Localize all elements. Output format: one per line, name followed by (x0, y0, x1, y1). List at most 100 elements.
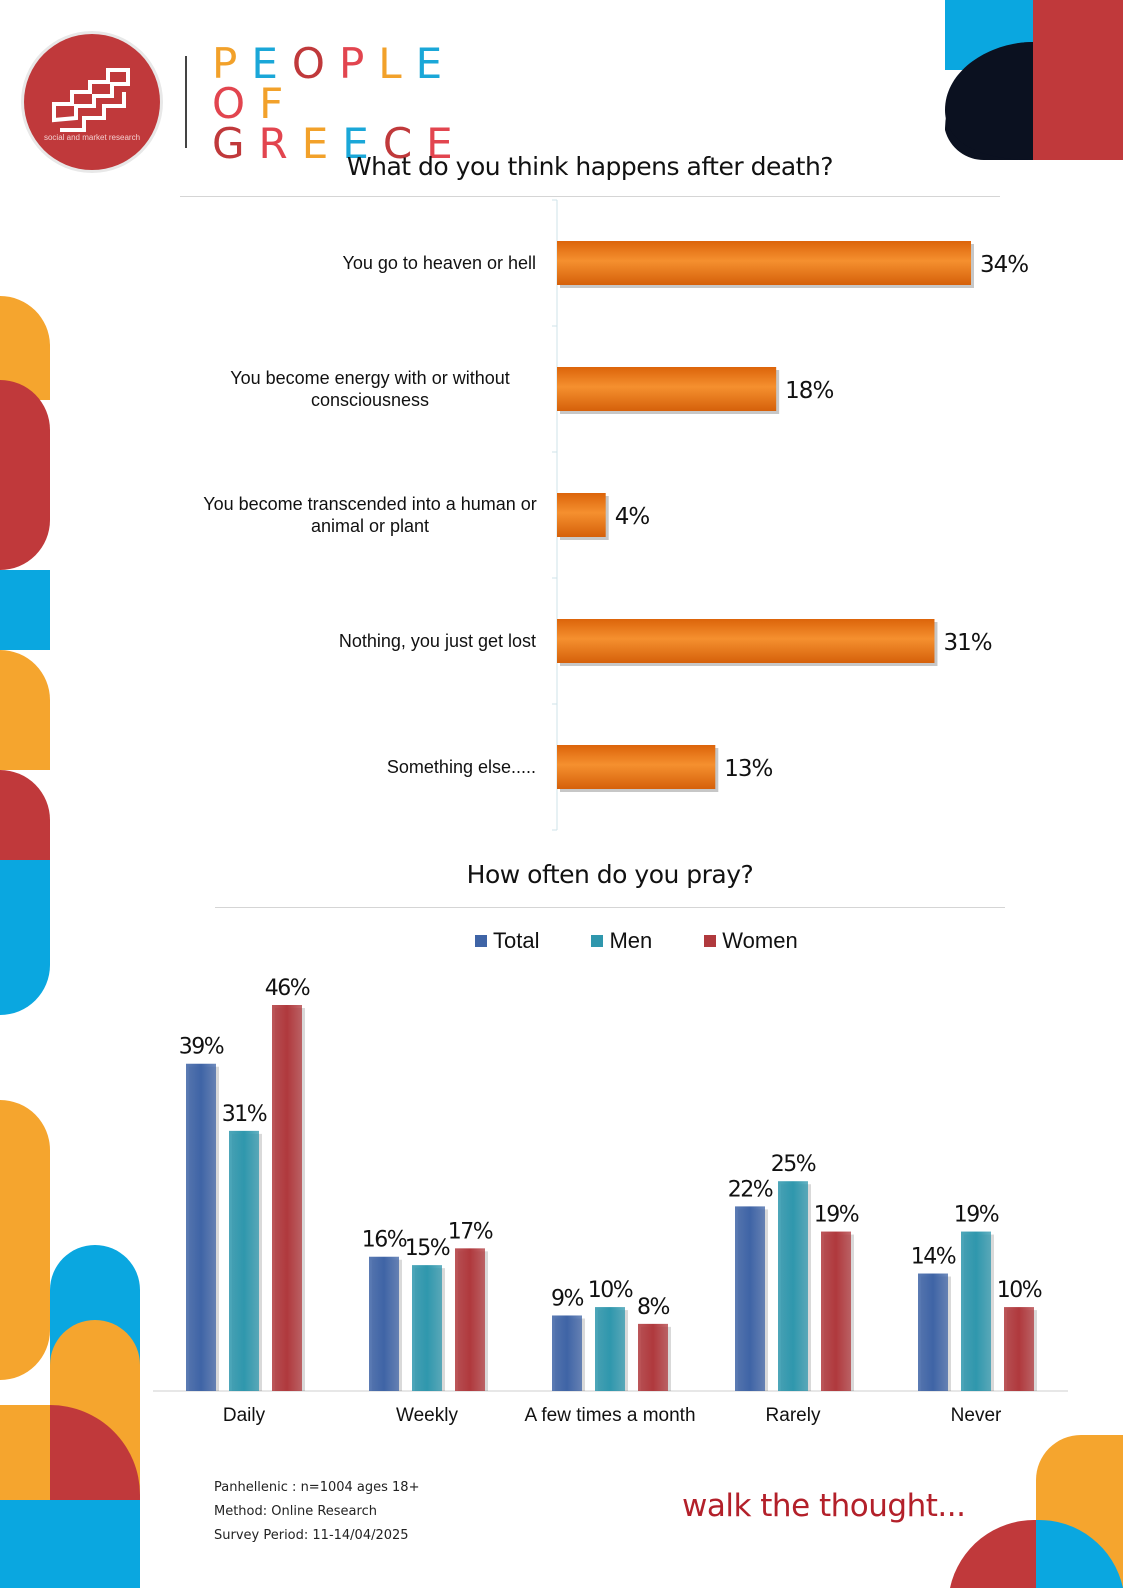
bar-total (552, 1315, 582, 1391)
brand-line-2: OF (212, 79, 467, 128)
bar-total (369, 1256, 399, 1391)
legend-item-total: Total (475, 928, 539, 954)
brand-letter: P (338, 39, 379, 88)
logo-mark-icon (52, 68, 130, 132)
chart2-title-rule (215, 907, 1005, 908)
category-label: animal or plant (311, 516, 429, 536)
bar (557, 241, 971, 285)
legend-label-men: Men (609, 928, 653, 953)
bar-men (412, 1265, 442, 1391)
company-logo (24, 34, 160, 170)
bar-men (229, 1130, 259, 1391)
top-right-decoration (945, 0, 1123, 161)
brand-letter: O (212, 79, 260, 128)
category-label: You become energy with or without (230, 368, 510, 388)
survey-note-period: Survey Period: 11-14/04/2025 (214, 1528, 409, 1543)
bar-value-label: 34% (980, 252, 1028, 278)
survey-notes: Panhellenic : n=1004 ages 18+ Method: On… (214, 1476, 419, 1548)
left-decoration (0, 296, 50, 1015)
brand-line-1: PEOPLE (212, 39, 467, 88)
bar-value-label: 16% (362, 1228, 407, 1253)
bar-value-label: 19% (954, 1203, 999, 1228)
bar-value-label: 10% (997, 1278, 1042, 1303)
bar-value-label: 22% (728, 1177, 773, 1202)
logo-caption: social and market research (43, 133, 141, 142)
bar (557, 367, 777, 411)
chart1-plot: 34% You go to heaven or hell 18% You become… (203, 199, 1029, 831)
bar-women (455, 1248, 485, 1391)
brand-letter: O (291, 39, 339, 88)
survey-note-sample: Panhellenic : n=1004 ages 18+ (214, 1480, 420, 1495)
legend-swatch-men (591, 935, 604, 947)
bar-value-label: 17% (448, 1219, 493, 1244)
bar-value-label: 4% (615, 504, 650, 530)
survey-note-method: Method: Online Research (214, 1504, 377, 1519)
category-label: Weekly (396, 1405, 458, 1426)
brand-letter: R (258, 119, 302, 168)
tagline: walk the thought... (682, 1488, 966, 1524)
brand-letter: E (342, 119, 383, 168)
category-label: Nothing, you just get lost (339, 631, 536, 651)
bar-total (918, 1273, 948, 1391)
bar-value-label: 10% (588, 1278, 633, 1303)
legend-item-women: Women (704, 928, 798, 954)
bar-total (186, 1063, 216, 1391)
category-label: Daily (223, 1405, 266, 1426)
bar-men (778, 1181, 808, 1391)
legend-item-men: Men (591, 928, 652, 954)
bar-value-label: 31% (943, 630, 991, 656)
bar-value-label: 39% (179, 1035, 224, 1060)
bar-value-label: 18% (785, 378, 833, 404)
bottom-right-decoration (950, 1435, 1123, 1588)
legend-label-total: Total (493, 928, 540, 953)
bar-value-label: 9% (551, 1286, 583, 1311)
brand-line-3: GREECE (212, 119, 467, 168)
chart1-title: What do you think happens after death? (346, 152, 834, 181)
legend-swatch-women (704, 935, 717, 947)
bar-value-label: 15% (405, 1236, 450, 1261)
bar-value-label: 46% (265, 976, 310, 1001)
bar-value-label: 25% (771, 1152, 816, 1177)
brand-wordmark: PEOPLE OF GREECE (212, 39, 467, 168)
bar-value-label: 13% (724, 756, 772, 782)
brand-letter: E (415, 39, 457, 88)
brand-letter: L (378, 39, 416, 88)
category-label: You go to heaven or hell (343, 253, 537, 273)
bar-women (821, 1231, 851, 1391)
bar-men (961, 1231, 991, 1391)
bar-total (735, 1206, 765, 1391)
brand-letter: C (382, 119, 427, 168)
bar (557, 745, 716, 789)
legend-swatch-total (475, 935, 487, 947)
chart2-title: How often do you pray? (466, 860, 754, 889)
bottom-left-decoration (0, 1100, 140, 1588)
bar (557, 619, 935, 663)
bar-women (272, 1005, 302, 1391)
bar-value-label: 31% (222, 1102, 267, 1127)
brand-letter: G (212, 119, 259, 168)
bar-value-label: 19% (814, 1203, 859, 1228)
bar-men (595, 1307, 625, 1391)
category-label: Something else..... (387, 757, 536, 777)
bar-women (638, 1323, 668, 1391)
category-label: consciousness (311, 390, 429, 410)
brand-letter: E (251, 39, 292, 88)
chart1-title-rule (180, 196, 1000, 197)
chart2-legend: Total Men Women (475, 928, 798, 954)
bar-women (1004, 1307, 1034, 1391)
category-label: You become transcended into a human or (203, 494, 537, 514)
bar (557, 493, 606, 537)
brand-letter: F (259, 79, 298, 128)
bar-value-label: 14% (911, 1245, 956, 1270)
brand-letter: P (212, 39, 252, 88)
category-label: Rarely (766, 1405, 821, 1426)
category-label: Never (951, 1405, 1002, 1426)
category-label: A few times a month (524, 1405, 695, 1426)
header-divider (185, 56, 187, 148)
bar-value-label: 8% (637, 1295, 669, 1320)
brand-letter: E (426, 119, 467, 168)
brand-letter: E (301, 119, 343, 168)
legend-label-women: Women (722, 928, 798, 953)
